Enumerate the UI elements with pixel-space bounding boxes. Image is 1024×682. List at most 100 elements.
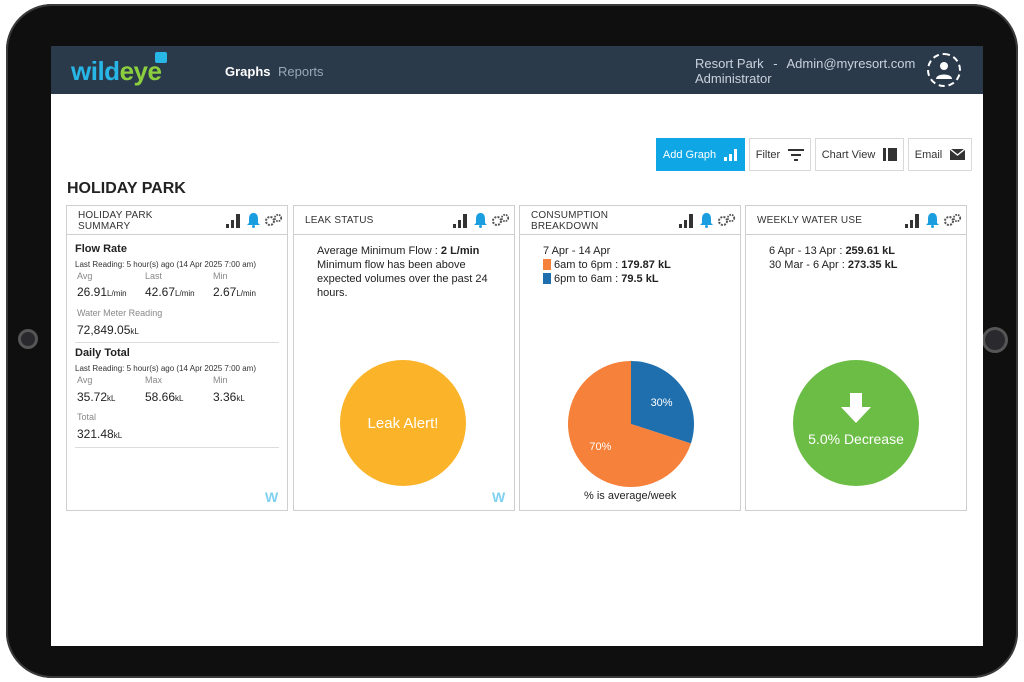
chart-view-icon: [883, 148, 898, 161]
card-title-line2: BREAKDOWN: [531, 221, 599, 232]
daily-last-reading: Last Reading: 5 hour(s) ago (14 Apr 2025…: [75, 364, 256, 373]
summary-card: HOLIDAY PARK SUMMARY Flow Rate Last Read…: [66, 205, 288, 511]
page-title: HOLIDAY PARK: [67, 180, 186, 197]
card-header: LEAK STATUS: [294, 206, 514, 235]
envelope-icon: [950, 149, 966, 160]
card-actions: [679, 212, 736, 228]
gears-icon[interactable]: [718, 213, 736, 227]
email-label: Email: [914, 148, 943, 161]
chart-view-label: Chart View: [821, 148, 876, 161]
logo-part1: wild: [71, 56, 120, 86]
flow-min-label: Min: [213, 271, 228, 281]
card-title-line1: HOLIDAY PARK: [78, 210, 153, 221]
daily-avg-label: Avg: [77, 375, 93, 385]
leak-alert-label: Leak Alert!: [367, 414, 439, 432]
nav-link-graphs[interactable]: Graphs: [225, 64, 271, 79]
daily-total-label: Total: [77, 412, 97, 422]
weekly-water-card: WEEKLY WATER USE 6 Apr - 13 Apr : 259.61…: [745, 205, 967, 511]
bar-chart-icon: [724, 149, 738, 161]
bell-icon[interactable]: [473, 212, 488, 228]
gears-icon[interactable]: [265, 213, 283, 227]
daily-max-label: Max: [145, 375, 163, 385]
day-legend-swatch: [543, 259, 551, 270]
meter-reading-value: 72,849.05kL: [77, 323, 139, 337]
flow-avg-label: Avg: [77, 271, 93, 281]
weekly-change-label: 5.0% Decrease: [808, 431, 904, 447]
add-graph-label: Add Graph: [662, 148, 717, 161]
card-actions: [453, 212, 510, 228]
leak-status-card: LEAK STATUS Average Minimum Flow : 2 L/m…: [293, 205, 515, 511]
account-role: Administrator: [695, 71, 772, 86]
leak-alert-indicator[interactable]: Leak Alert!: [340, 360, 466, 486]
chart-view-button[interactable]: Chart View: [815, 138, 904, 171]
card-title: HOLIDAY PARK SUMMARY: [78, 210, 153, 232]
flow-last-reading: Last Reading: 5 hour(s) ago (14 Apr 2025…: [75, 260, 256, 269]
signal-bars-icon[interactable]: [905, 213, 921, 228]
daily-total-value: 321.48kL: [77, 427, 123, 441]
gears-icon[interactable]: [944, 213, 962, 227]
consumption-period: 7 Apr - 14 Apr: [543, 245, 611, 257]
flow-rate-heading: Flow Rate: [75, 243, 127, 255]
section-divider: [75, 447, 279, 448]
flow-last-value: 42.67L/min: [145, 285, 195, 299]
card-header: HOLIDAY PARK SUMMARY: [67, 206, 287, 235]
flow-min-value: 2.67L/min: [213, 285, 256, 299]
card-title: WEEKLY WATER USE: [757, 215, 863, 226]
arrow-down-icon: [841, 393, 871, 423]
wildeye-watermark-icon: W: [265, 489, 279, 505]
daily-min-value: 3.36kL: [213, 390, 245, 404]
consumption-card: CONSUMPTION BREAKDOWN 7 Apr - 14 Apr 6am…: [519, 205, 741, 511]
pie-slice-6pm-to-6am[interactable]: [631, 361, 694, 444]
card-title-line2: SUMMARY: [78, 221, 131, 232]
pie-label-70pct: 70%: [589, 441, 611, 453]
filter-label: Filter: [755, 148, 781, 161]
daily-total-heading: Daily Total: [75, 347, 130, 359]
section-divider: [75, 342, 279, 343]
daily-avg-value: 35.72kL: [77, 390, 116, 404]
account-separator: -: [773, 56, 778, 71]
weekly-row-current: 6 Apr - 13 Apr : 259.61 kL: [769, 245, 895, 257]
logo-part2: eye: [119, 56, 162, 86]
tablet-frame: wildeye Graphs Reports Resort Park - Adm…: [6, 4, 1018, 678]
weekly-row-previous: 30 Mar - 6 Apr : 273.35 kL: [769, 259, 898, 271]
pie-label-30pct: 30%: [651, 397, 673, 409]
filter-button[interactable]: Filter: [749, 138, 811, 171]
signal-bars-icon[interactable]: [679, 213, 695, 228]
night-consumption: 6pm to 6am : 79.5 kL: [554, 273, 659, 285]
signal-bars-icon[interactable]: [226, 213, 242, 228]
card-actions: [905, 212, 962, 228]
bell-icon[interactable]: [246, 212, 261, 228]
account-line: Resort Park - Admin@myresort.com: [695, 56, 915, 71]
gears-icon[interactable]: [492, 213, 510, 227]
tablet-camera: [982, 327, 1008, 353]
add-graph-button[interactable]: Add Graph: [656, 138, 745, 171]
bell-icon[interactable]: [925, 212, 940, 228]
bell-icon[interactable]: [699, 212, 714, 228]
daily-max-value: 58.66kL: [145, 390, 184, 404]
site-name: Resort Park: [695, 56, 764, 71]
wildeye-watermark-icon: W: [492, 489, 506, 505]
tablet-home-sensor: [18, 329, 38, 349]
wildeye-logo[interactable]: wildeye: [71, 56, 162, 87]
pie-slice-6am-to-6pm[interactable]: [568, 361, 691, 487]
pie-caption: % is average/week: [584, 490, 677, 502]
card-title: LEAK STATUS: [305, 215, 374, 226]
account-email: Admin@myresort.com: [786, 56, 916, 71]
user-avatar-button[interactable]: [927, 53, 961, 87]
app-screen: wildeye Graphs Reports Resort Park - Adm…: [51, 46, 983, 646]
user-icon: [936, 62, 952, 79]
card-header: WEEKLY WATER USE: [746, 206, 966, 235]
weekly-change-indicator[interactable]: 5.0% Decrease: [793, 360, 919, 486]
flow-avg-value: 26.91L/min: [77, 285, 127, 299]
daily-min-label: Min: [213, 375, 228, 385]
avg-min-flow-line: Average Minimum Flow : 2 L/min: [317, 245, 480, 257]
meter-reading-label: Water Meter Reading: [77, 308, 163, 318]
signal-bars-icon[interactable]: [453, 213, 469, 228]
filter-icon: [788, 148, 805, 161]
top-navbar: wildeye Graphs Reports Resort Park - Adm…: [51, 46, 983, 94]
nav-link-reports[interactable]: Reports: [278, 64, 324, 79]
leak-message: Minimum flow has been above expected vol…: [317, 259, 488, 299]
card-title: CONSUMPTION BREAKDOWN: [531, 210, 608, 232]
card-title-line1: CONSUMPTION: [531, 210, 609, 221]
email-button[interactable]: Email: [908, 138, 972, 171]
